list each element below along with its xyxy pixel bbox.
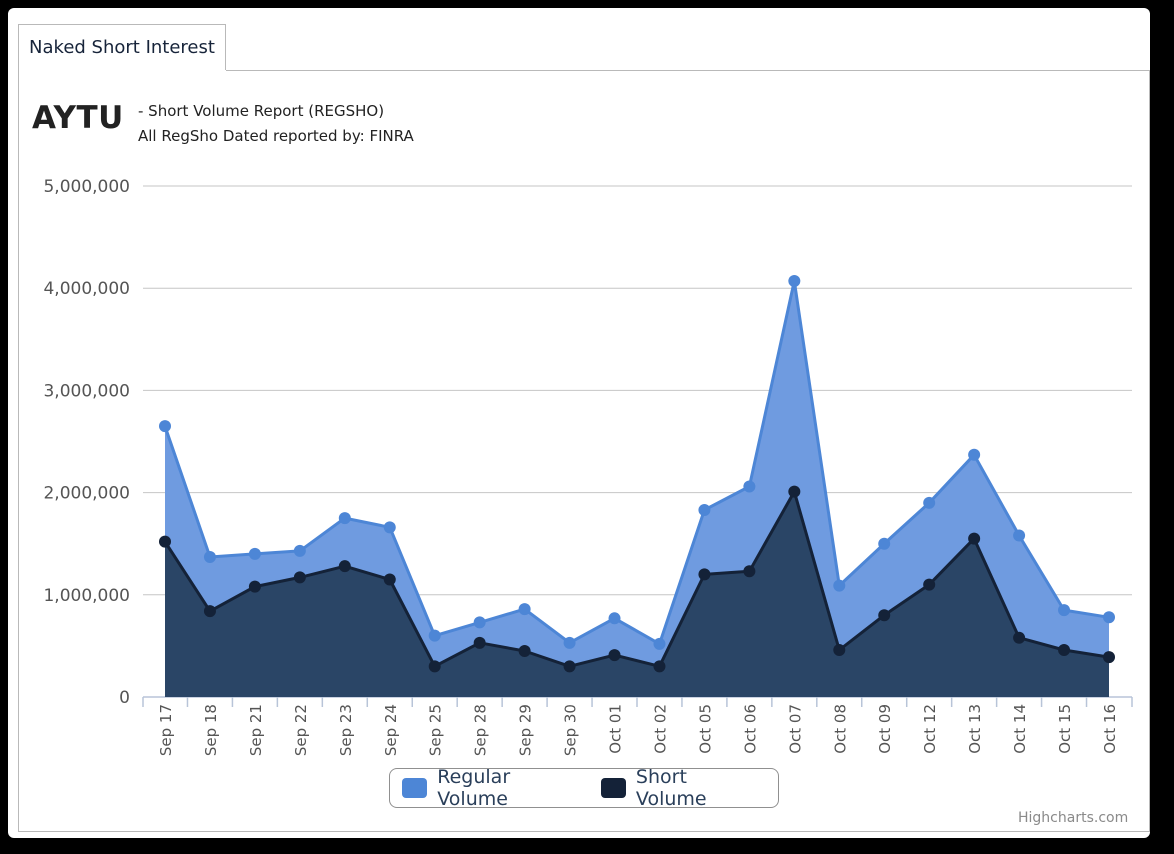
short-volume-point: [878, 609, 891, 622]
short-volume-point: [159, 535, 171, 548]
regular-volume-point: [1103, 611, 1115, 624]
short-volume-point: [1013, 631, 1026, 644]
short-volume-point: [833, 643, 846, 656]
regular-volume-line: [163, 279, 1110, 646]
short-volume-point: [743, 565, 756, 578]
tab-divider: [226, 70, 1150, 71]
x-tick-label: Oct 08: [831, 704, 849, 754]
regular-volume-point: [248, 547, 261, 560]
x-tick-label: Sep 23: [337, 704, 355, 756]
x-tick-label: Oct 14: [1011, 704, 1029, 754]
regular-volume-point: [608, 612, 621, 625]
regular-volume-point: [788, 275, 801, 288]
regular-volume-point: [428, 629, 441, 642]
regular-volume-point: [159, 420, 171, 433]
short-volume-point: [473, 636, 486, 649]
regular-volume-point: [968, 448, 981, 461]
legend-swatch-short: [600, 778, 626, 798]
x-tick-label: Oct 09: [876, 704, 894, 754]
regular-volume-point: [473, 616, 486, 629]
x-tick-label: Oct 01: [607, 704, 625, 754]
y-tick-label: 1,000,000: [43, 586, 130, 606]
regular-volume-point: [878, 537, 891, 550]
short-volume-point: [968, 532, 981, 545]
legend-swatch-regular: [402, 778, 428, 798]
short-volume-point: [788, 485, 801, 498]
chart-panel: [8, 8, 1150, 838]
regular-volume-point: [383, 521, 396, 534]
report-source: All RegSho Dated reported by: FINRA: [138, 127, 414, 145]
highcharts-credit-link[interactable]: Highcharts.com: [1018, 810, 1129, 826]
x-tick-label: Sep 28: [472, 704, 490, 756]
regular-volume-point: [518, 603, 531, 616]
regular-volume-point: [698, 503, 711, 516]
x-tick-label: Sep 22: [292, 704, 310, 756]
short-volume-point: [653, 660, 666, 673]
y-tick-label: 0: [119, 688, 130, 708]
y-tick-label: 5,000,000: [43, 177, 130, 197]
short-volume-point: [518, 645, 531, 658]
x-tick-label: Oct 06: [741, 704, 759, 754]
regular-volume-point: [293, 544, 306, 557]
x-tick-label: Oct 13: [966, 704, 984, 754]
y-tick-label: 3,000,000: [43, 381, 130, 401]
short-volume-point: [248, 580, 261, 593]
short-volume-point: [563, 660, 576, 673]
x-tick-label: Sep 18: [202, 704, 220, 756]
x-tick-label: Oct 12: [921, 704, 939, 754]
report-subtitle: - Short Volume Report (REGSHO): [138, 102, 385, 120]
x-tick-label: Sep 30: [562, 704, 580, 756]
short-volume-point: [428, 660, 441, 673]
short-volume-point: [338, 560, 351, 573]
regular-volume-point: [1013, 529, 1026, 542]
x-tick-label: Sep 17: [157, 704, 175, 756]
regular-volume-point: [563, 636, 576, 649]
y-tick-label: 4,000,000: [43, 279, 130, 299]
regular-volume-point: [1058, 604, 1071, 617]
regular-volume-area: [165, 281, 1109, 697]
short-volume-point: [608, 649, 621, 662]
x-tick-label: Oct 15: [1056, 704, 1074, 754]
regular-volume-point: [653, 637, 666, 650]
short-volume-point: [1058, 643, 1071, 656]
short-volume-line: [163, 490, 1110, 668]
x-tick-label: Sep 24: [382, 704, 400, 756]
short-volume-point: [203, 605, 216, 618]
x-tick-label: Oct 16: [1101, 704, 1119, 754]
short-volume-area: [165, 491, 1109, 697]
x-tick-label: Sep 25: [427, 704, 445, 756]
short-volume-point: [923, 578, 936, 591]
short-volume-point: [1103, 651, 1115, 664]
regular-volume-point: [833, 579, 846, 592]
regular-volume-point: [923, 496, 936, 509]
x-tick-label: Sep 29: [517, 704, 535, 756]
legend-label-short: Short Volume: [635, 766, 707, 810]
short-volume-point: [293, 571, 306, 584]
y-tick-label: 2,000,000: [43, 484, 130, 504]
tab-naked-short-interest[interactable]: Naked Short Interest: [18, 24, 226, 70]
regular-volume-point: [743, 480, 756, 493]
chart-legend: Regular Volume Short Volume: [389, 766, 779, 810]
legend-item-short-volume[interactable]: Short Volume: [600, 766, 760, 810]
short-volume-point: [698, 568, 711, 581]
x-tick-label: Sep 21: [247, 704, 265, 756]
short-volume-point: [383, 573, 396, 586]
regular-volume-point: [203, 550, 216, 563]
regular-volume-point: [338, 512, 351, 525]
x-tick-label: Oct 07: [786, 704, 804, 754]
legend-label-regular: Regular Volume: [437, 766, 511, 810]
ticker-symbol: AYTU: [32, 100, 124, 136]
x-tick-label: Oct 05: [696, 704, 714, 754]
legend-item-regular-volume[interactable]: Regular Volume: [402, 766, 583, 810]
x-tick-label: Oct 02: [651, 704, 669, 754]
chart-frame: [18, 70, 1150, 832]
